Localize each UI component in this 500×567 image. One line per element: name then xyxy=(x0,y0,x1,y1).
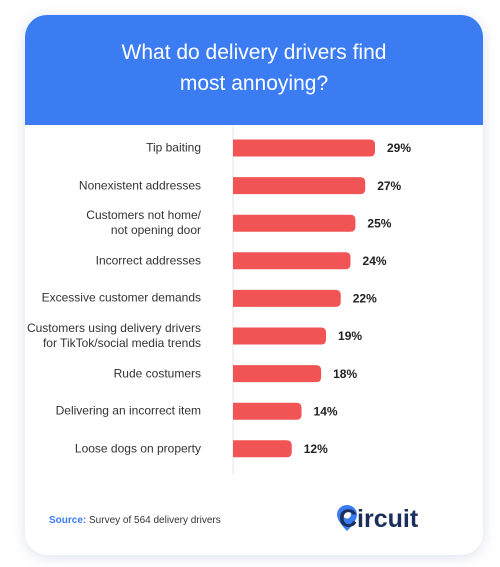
category-label: Rude costumers xyxy=(113,366,201,381)
source-label: Source: xyxy=(49,515,87,526)
bar xyxy=(233,365,322,383)
category-label: Nonexistent addresses xyxy=(78,178,201,193)
category-label: Loose dogs on property xyxy=(74,441,201,456)
chart-title: What do delivery drivers find most annoy… xyxy=(121,41,387,95)
value-label: 12% xyxy=(304,442,328,456)
category-label: Customers not home/ not opening door xyxy=(86,208,201,238)
bar xyxy=(233,440,292,458)
card: What do delivery drivers find most annoy… xyxy=(25,15,483,555)
bar xyxy=(233,139,375,157)
value-label: 27% xyxy=(377,179,401,193)
header: What do delivery drivers find most annoy… xyxy=(25,15,483,125)
brand: Circuit xyxy=(339,505,419,533)
bar xyxy=(233,289,341,307)
category-label: Delivering an incorrect item xyxy=(55,403,201,418)
bar xyxy=(233,214,356,232)
chart: 29% 27% 25% 24% 22% 19% 18% 14% 12% xyxy=(232,125,411,531)
bar xyxy=(233,327,327,345)
source: Source: Survey of 564 delivery drivers xyxy=(49,515,221,526)
value-label: 19% xyxy=(338,329,362,343)
bar xyxy=(233,402,302,420)
value-label: 29% xyxy=(387,141,411,155)
source-text: Survey of 564 delivery drivers xyxy=(89,515,221,526)
bar xyxy=(233,177,366,195)
category-label: Incorrect addresses xyxy=(95,253,201,268)
value-label: 25% xyxy=(367,216,391,230)
value-label: 18% xyxy=(333,367,357,381)
value-label: 24% xyxy=(363,254,387,268)
value-label: 14% xyxy=(314,404,338,418)
category-label: Excessive customer demands xyxy=(41,290,201,305)
bar xyxy=(233,252,351,270)
category-label: Tip baiting xyxy=(146,140,201,155)
category-label: Customers using delivery drivers for Tik… xyxy=(26,321,201,350)
logo-icon xyxy=(337,505,357,531)
value-label: 22% xyxy=(353,292,377,306)
